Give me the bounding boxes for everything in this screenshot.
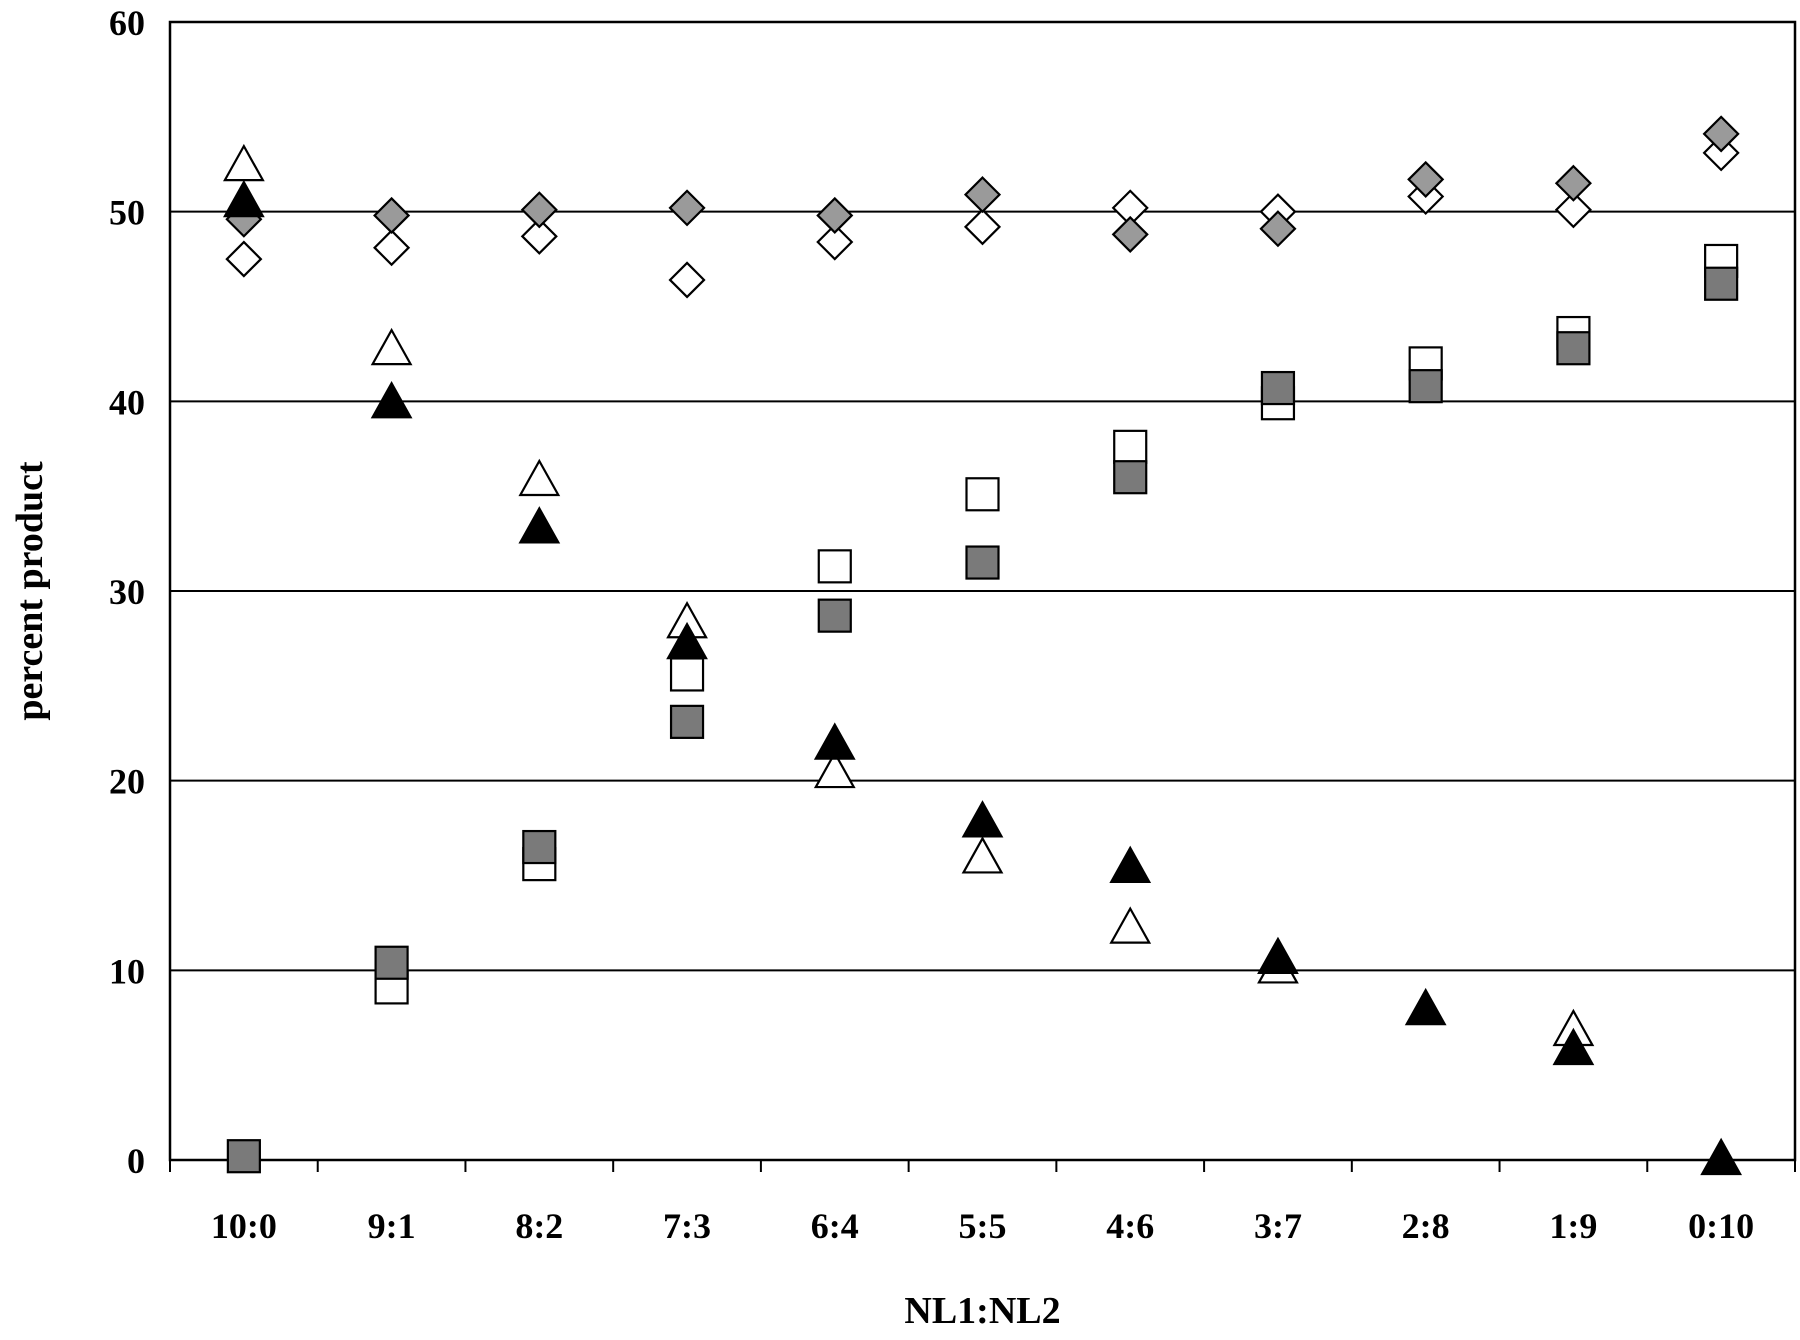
square-marker [1113,460,1148,495]
diamond-marker [1554,191,1592,229]
square-marker [669,704,705,739]
diamond-marker [1702,134,1740,172]
triangle-marker [813,750,856,789]
diamond-marker [816,223,854,261]
triangle-marker [1552,1027,1595,1066]
y-tick-label: 30 [109,572,145,612]
diamond-marker [373,196,411,235]
square-marker [1704,266,1739,301]
square-marker [1113,429,1148,464]
diamond-marker [816,196,854,235]
y-axis-tick-labels: 0 10 20 30 40 50 60 [109,3,145,1181]
x-tick-label: 1:9 [1549,1206,1597,1246]
x-tick-label: 9:1 [368,1206,416,1246]
square-marker [226,1139,261,1174]
x-tick-label: 4:6 [1106,1206,1154,1246]
triangle-marker [222,179,265,218]
y-tick-label: 10 [109,951,145,991]
diamond-marker [1111,215,1149,253]
diamond-marker [520,191,558,229]
triangle-marker [222,143,265,182]
x-tick-label: 5:5 [959,1206,1007,1246]
diamond-marker [1702,115,1740,153]
plot-area [168,20,1797,1162]
square-marker [669,657,705,692]
square-marker [965,545,1000,580]
diamond-marker [520,217,558,255]
triangle-marker [1257,936,1299,975]
x-tick-label: 0:10 [1688,1206,1754,1246]
triangle-marker [1109,906,1152,944]
diamond-marker [225,240,263,278]
square-marker [817,598,852,633]
square-marker [965,477,1000,512]
triangle-marker [961,800,1004,838]
triangle-marker [813,722,856,760]
x-tick-label: 3:7 [1254,1206,1302,1246]
x-axis-ticks [169,1160,1796,1172]
triangle-marker [370,327,413,366]
diamond-marker [668,261,706,299]
triangle-marker [518,458,561,497]
x-axis-tick-labels: 10:0 9:1 8:2 7:3 6:4 5:5 4:6 3:7 2:8 1:9 0:10 [211,1206,1754,1246]
triangle-marker [1404,987,1447,1026]
square-marker [374,945,409,980]
triangle-marker [666,621,708,660]
data-markers [222,115,1743,1176]
square-marker [522,829,557,865]
square-marker [1408,369,1443,404]
diamond-marker [373,229,411,267]
y-tick-label: 20 [109,762,145,802]
x-tick-label: 2:8 [1402,1206,1450,1246]
diamond-marker [1554,164,1592,202]
triangle-marker [370,380,413,419]
square-marker [1260,370,1296,406]
y-tick-label: 50 [109,193,145,233]
diamond-marker [963,208,1002,246]
x-tick-label: 6:4 [811,1206,859,1246]
diamond-marker [1259,210,1297,248]
x-tick-label: 7:3 [663,1206,711,1246]
x-tick-label: 8:2 [515,1206,563,1246]
y-tick-label: 0 [127,1141,145,1181]
triangle-marker [961,836,1004,874]
y-tick-label: 40 [109,382,145,422]
y-axis-title: percent product [9,461,51,721]
triangle-marker [1700,1137,1743,1176]
diamond-marker [1407,160,1445,198]
triangle-marker [1109,845,1152,884]
diamond-marker [963,176,1002,214]
triangle-marker [518,506,561,544]
x-axis-title: NL1:NL2 [904,1290,1060,1332]
square-marker [1556,331,1591,366]
x-tick-label: 10:0 [211,1206,277,1246]
y-tick-label: 60 [109,3,145,43]
square-marker [817,549,852,584]
diamond-marker [668,189,706,227]
